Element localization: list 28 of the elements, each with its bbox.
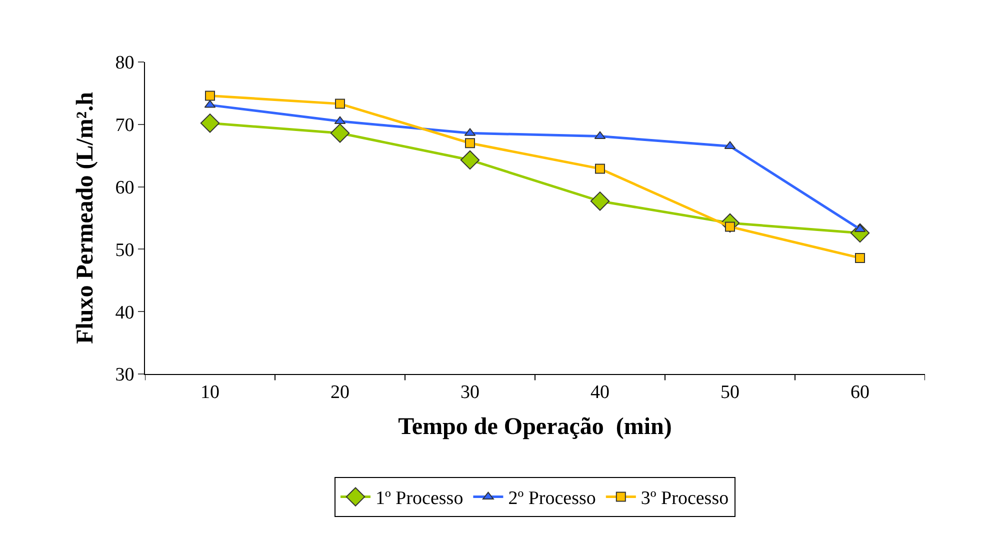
- point: [594, 131, 606, 140]
- legend-label: 3º Processo: [640, 488, 729, 510]
- y-tick-label: 50: [115, 240, 134, 261]
- point: [595, 164, 605, 174]
- legend-label: 1º Processo: [376, 488, 464, 510]
- y-tick-label: 60: [115, 177, 134, 198]
- x-tick-label: 60: [850, 382, 870, 403]
- point: [334, 116, 346, 124]
- y-tick-label: 80: [115, 52, 134, 74]
- x-tick-label: 30: [460, 382, 480, 403]
- y-tick-label: 40: [115, 302, 134, 324]
- point: [590, 192, 610, 211]
- x-axis-title: Tempo de Operação (min): [398, 414, 672, 440]
- point: [330, 124, 350, 143]
- x-tick-label: 40: [590, 382, 610, 403]
- x-tick-label: 10: [200, 382, 220, 403]
- point: [335, 98, 345, 109]
- x-tick-label: 50: [720, 382, 740, 403]
- y-axis-title: Fluxo Permeado (L/m².h: [72, 92, 98, 344]
- point: [465, 138, 475, 148]
- x-tick-label: 20: [330, 382, 350, 403]
- point: [205, 90, 215, 101]
- point: [200, 114, 220, 133]
- y-tick-label: 30: [115, 364, 134, 386]
- y-tick-label: 70: [115, 115, 134, 136]
- point: [460, 150, 480, 170]
- legend-label: 2º Processo: [508, 488, 596, 510]
- point: [855, 252, 865, 263]
